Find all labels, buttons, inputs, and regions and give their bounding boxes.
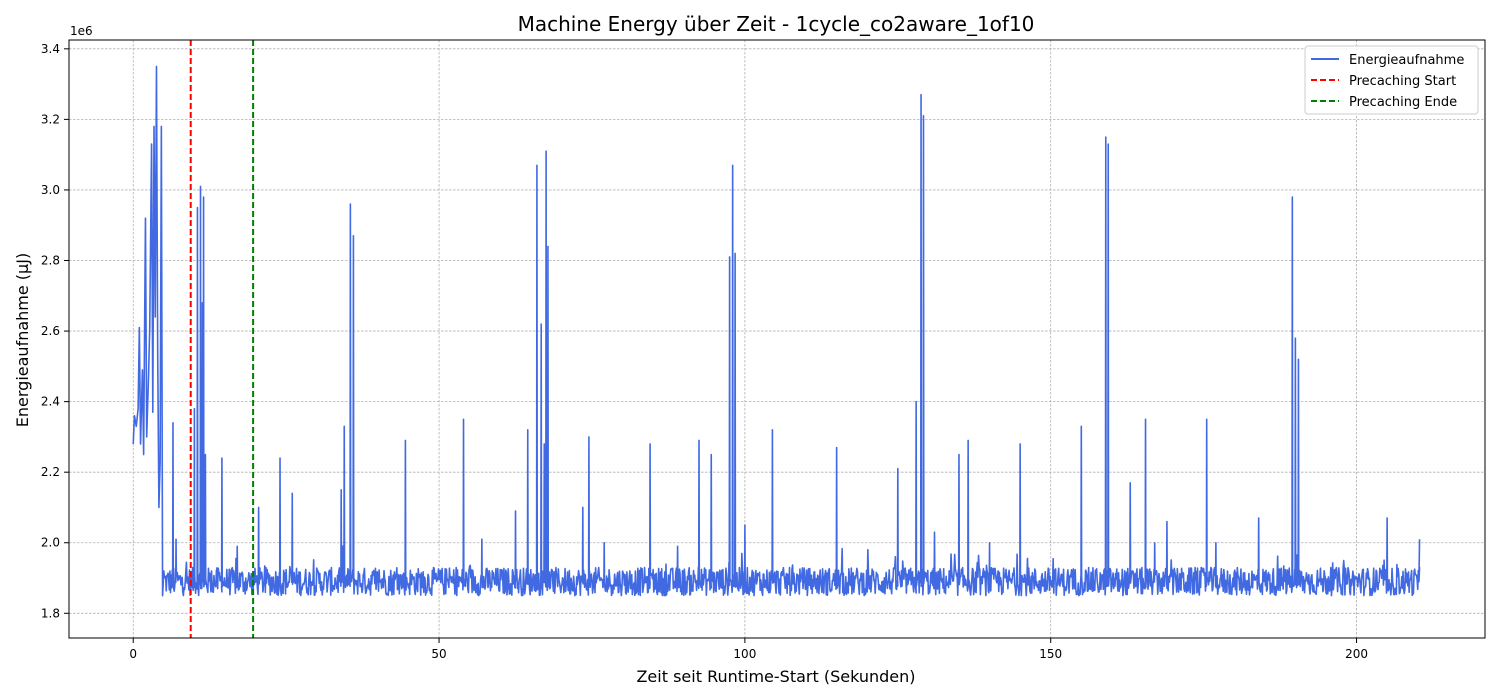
x-tick-label: 0 <box>129 647 137 661</box>
legend-label: Precaching Ende <box>1349 95 1457 110</box>
legend-label: Precaching Start <box>1349 74 1456 89</box>
series-line-energieaufnahme <box>132 65 1421 597</box>
y-tick-label: 1.8 <box>41 606 60 620</box>
legend-box <box>1304 45 1479 115</box>
y-tick-label: 2.4 <box>41 395 60 409</box>
y-axis-label: Energieaufnahme (µJ) <box>13 253 32 427</box>
legend: Energieaufnahme Precaching Start Precachin… <box>1304 45 1479 115</box>
y-tick-label: 3.0 <box>41 183 60 197</box>
plot-area: 0 50 100 150 200 1.8 2.0 2.2 2.4 2.6 2.8 3.0 3.2 3.4 <box>41 39 1486 661</box>
y-axis-offset-label: 1e6 <box>70 24 93 38</box>
chart-title: Machine Energy über Zeit - 1cycle_co2awa… <box>518 12 1035 36</box>
axes-frame <box>68 39 1486 639</box>
y-tick-label: 3.4 <box>41 42 60 56</box>
y-tick-label: 2.8 <box>41 254 60 268</box>
legend-label: Energieaufnahme <box>1349 53 1464 68</box>
x-tick-label: 50 <box>431 647 446 661</box>
y-tick-label: 2.6 <box>41 324 60 338</box>
y-tick-label: 2.0 <box>41 536 60 550</box>
y-tick-label: 2.2 <box>41 465 60 479</box>
x-tick-label: 100 <box>733 647 756 661</box>
y-tick-label: 3.2 <box>41 112 60 126</box>
x-tick-label: 200 <box>1345 647 1368 661</box>
x-tick-label: 150 <box>1039 647 1062 661</box>
x-axis-label: Zeit seit Runtime-Start (Sekunden) <box>636 667 915 686</box>
